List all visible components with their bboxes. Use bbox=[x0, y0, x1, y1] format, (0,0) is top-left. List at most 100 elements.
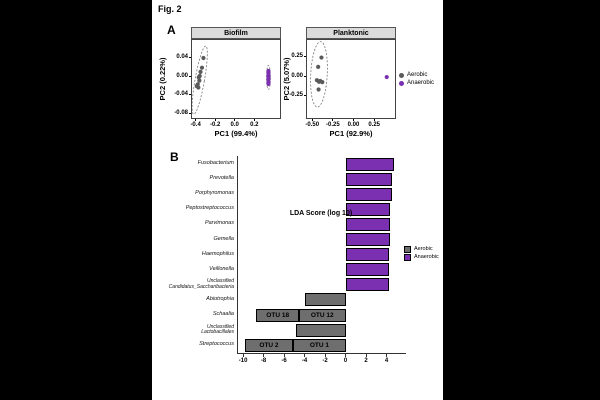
x-tick-label: 0.2 bbox=[250, 122, 259, 128]
lda-row-label: Peptostreptococcus bbox=[185, 205, 234, 212]
lda-x-tick-mark bbox=[242, 354, 244, 357]
pca-point-aerobic bbox=[320, 80, 325, 85]
lda-bar-segment bbox=[345, 248, 390, 262]
lda-x-tick-mark bbox=[365, 354, 367, 357]
pca-svg-planktonic bbox=[310, 41, 389, 108]
x-tick-mark bbox=[214, 119, 216, 121]
lda-row-label: Haemophilus bbox=[201, 250, 234, 257]
lda-x-axis-title: LDA Score (log 10) bbox=[289, 210, 353, 217]
y-axis-title-planktonic: PC2 (5.07%) bbox=[282, 57, 291, 101]
confidence-ellipse bbox=[266, 64, 271, 90]
y-tick-label: 0.00 bbox=[291, 72, 303, 79]
x-tick-mark bbox=[234, 119, 236, 121]
lda-bar-segment bbox=[345, 157, 395, 171]
pca-panel-planktonic bbox=[306, 39, 396, 119]
pca-point-aerobic bbox=[316, 87, 321, 92]
lda-row-label: Fusobacterium bbox=[197, 160, 234, 166]
lda-bar-segment: OTU 1 bbox=[293, 338, 346, 352]
x-tick-mark bbox=[332, 119, 334, 121]
y-tick-label: 0.04 bbox=[176, 54, 188, 61]
x-tick-mark bbox=[195, 119, 197, 121]
lda-bar-segment: OTU 18 bbox=[256, 308, 299, 322]
lda-bar-segment: OTU 2 bbox=[244, 338, 294, 352]
y-tick-mark bbox=[304, 95, 306, 97]
pca-point-aerobic bbox=[199, 65, 205, 70]
panel-b-label: B bbox=[170, 150, 179, 164]
x-tick-label: 0.00 bbox=[347, 122, 360, 128]
y-tick-label: -0.08 bbox=[174, 109, 188, 116]
lda-row-label: Streptococcus bbox=[199, 341, 234, 348]
lda-row-label: Veillonella bbox=[209, 265, 234, 272]
lda-x-tick-label: -8 bbox=[260, 358, 267, 364]
lda-row-label: Parvimonas bbox=[204, 220, 234, 227]
y-tick-label: -0.04 bbox=[174, 91, 188, 98]
legend-label: Aerobic bbox=[414, 246, 433, 252]
lda-row-label: Schaalia bbox=[212, 311, 234, 317]
lda-x-tick-label: 0 bbox=[343, 358, 348, 364]
x-tick-mark bbox=[373, 119, 375, 121]
legend-label: Anaerobic bbox=[414, 254, 439, 260]
y-tick-mark bbox=[304, 56, 306, 58]
lda-row-label: Unclassified Candidatus_Saccharibacteria bbox=[168, 278, 234, 290]
lda-row-label: Gemella bbox=[213, 235, 234, 242]
x-tick-mark bbox=[311, 119, 313, 121]
confidence-ellipse bbox=[310, 41, 328, 108]
y-tick-label: 0.00 bbox=[176, 72, 188, 79]
lda-x-tick-label: 4 bbox=[384, 358, 389, 364]
y-tick-label: -0.25 bbox=[289, 92, 303, 99]
pca-point-aerobic bbox=[196, 85, 201, 90]
lda-bar-segment: OTU 12 bbox=[298, 308, 346, 322]
legend-dot-icon bbox=[399, 72, 404, 78]
lda-x-tick-label: -6 bbox=[281, 358, 287, 364]
legend-label: Aerobic bbox=[407, 72, 428, 78]
x-tick-mark bbox=[253, 119, 255, 121]
facet-strip-biofilm: Biofilm bbox=[191, 27, 281, 39]
legend-panel-b: Aerobic Anaerobic bbox=[404, 245, 439, 261]
legend-square-icon bbox=[404, 253, 411, 261]
y-tick-mark bbox=[189, 94, 191, 96]
lda-x-tick-mark bbox=[304, 354, 306, 357]
legend-label: Anaerobic bbox=[407, 80, 435, 86]
lda-row-label: Unclassified Lactobacillales bbox=[201, 323, 234, 335]
pca-point-aerobic bbox=[319, 55, 324, 60]
legend-square-icon bbox=[404, 245, 411, 253]
lda-bar-segment bbox=[345, 202, 391, 216]
pca-point-aerobic bbox=[197, 78, 202, 83]
pca-point-anaerobic bbox=[384, 74, 389, 80]
legend-item: Anaerobic bbox=[399, 79, 434, 87]
legend-panel-a: Aerobic Anaerobic bbox=[399, 71, 434, 87]
confidence-ellipse bbox=[192, 45, 208, 115]
lda-bar-segment bbox=[345, 278, 389, 292]
x-axis-title-biofilm: PC1 (99.4%) bbox=[214, 129, 258, 138]
legend-item: Aerobic bbox=[404, 245, 439, 253]
y-tick-mark bbox=[189, 57, 191, 59]
lda-bar-segment bbox=[345, 172, 392, 186]
lda-bar-segment bbox=[295, 323, 346, 337]
lda-bar-segment bbox=[345, 217, 390, 231]
lda-bar-segment bbox=[345, 263, 389, 277]
lda-x-tick-label: -10 bbox=[238, 358, 248, 364]
pca-point-aerobic bbox=[201, 55, 206, 61]
figure-paper: Fig. 2 A Biofilm PC1 (99.4%) -0.4 -0.2 0.0… bbox=[152, 0, 443, 400]
lda-bar-segment bbox=[345, 187, 392, 201]
pca-point-aerobic bbox=[198, 69, 203, 74]
lda-x-tick-mark bbox=[386, 354, 388, 357]
y-tick-mark bbox=[189, 75, 191, 77]
lda-x-tick-label: -2 bbox=[322, 358, 328, 364]
y-tick-label: 0.25 bbox=[291, 53, 303, 60]
lda-bar-segment bbox=[304, 293, 346, 307]
y-axis-title-biofilm: PC2 (0.22%) bbox=[158, 57, 167, 101]
y-tick-mark bbox=[304, 75, 306, 77]
y-tick-mark bbox=[189, 112, 191, 114]
lda-row-label: Abiotrophia bbox=[206, 295, 234, 302]
pca-point-aerobic bbox=[196, 75, 201, 80]
facet-strip-planktonic: Planktonic bbox=[306, 27, 396, 39]
lda-x-tick-mark bbox=[263, 354, 265, 357]
pca-svg-biofilm bbox=[192, 45, 271, 115]
panel-a-label: A bbox=[167, 23, 176, 37]
x-tick-label: -0.2 bbox=[209, 122, 221, 128]
x-tick-label: 0.0 bbox=[230, 122, 239, 128]
x-tick-mark bbox=[353, 119, 354, 121]
pca-point-aerobic bbox=[316, 64, 321, 70]
